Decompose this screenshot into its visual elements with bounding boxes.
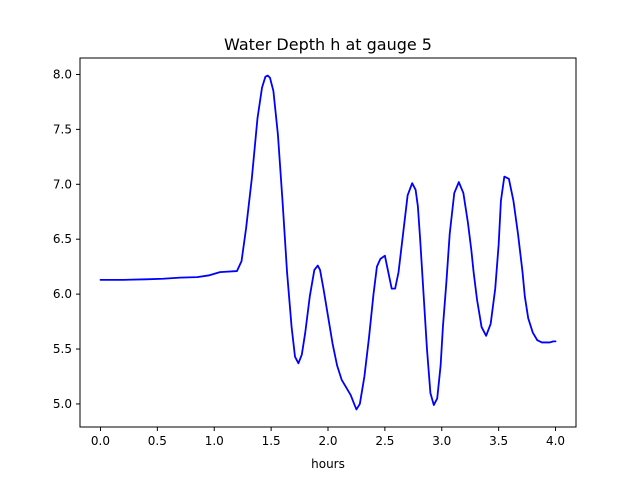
chart-title: Water Depth h at gauge 5 [224, 35, 432, 54]
series-line-1 [99, 74, 557, 411]
x-tick-label: 4.0 [546, 434, 565, 448]
y-tick-label: 6.0 [53, 287, 72, 301]
y-tick-label: 7.5 [53, 122, 72, 136]
x-tick-label: 3.5 [489, 434, 508, 448]
y-tick-label: 8.0 [53, 67, 72, 81]
x-tick-label: 2.0 [318, 434, 337, 448]
x-tick-label: 1.5 [262, 434, 281, 448]
x-tick-label: 1.0 [205, 434, 224, 448]
y-tick-label: 7.0 [53, 177, 72, 191]
y-tick-label: 5.5 [53, 342, 72, 356]
x-axis-label: hours [311, 457, 345, 471]
y-tick-label: 6.5 [53, 232, 72, 246]
x-tick-label: 0.0 [91, 434, 110, 448]
x-tick-label: 0.5 [148, 434, 167, 448]
plot-area: 0.0 0.5 1.0 1.5 2.0 2.5 3.0 3.5 4.0 5.0 5.5 6.0 6.5 7… [53, 57, 577, 448]
y-tick-label: 5.0 [53, 397, 72, 411]
x-tick-label: 2.5 [375, 434, 394, 448]
x-tick-label: 3.0 [432, 434, 451, 448]
